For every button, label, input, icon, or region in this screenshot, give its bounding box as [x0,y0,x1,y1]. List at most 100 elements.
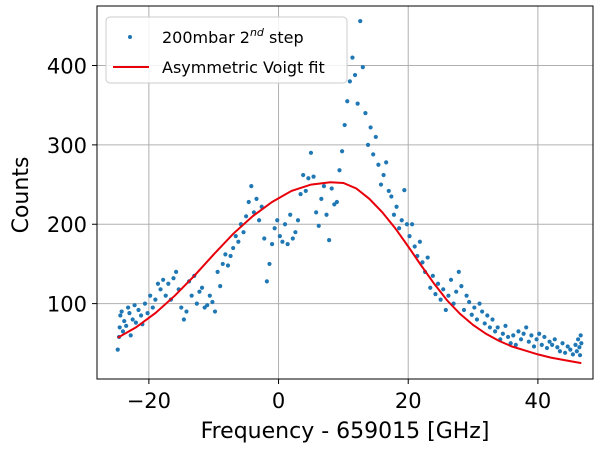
data-point [461,307,467,313]
data-point [521,331,526,336]
data-point [550,342,555,347]
data-point [495,325,500,330]
data-point [301,172,306,178]
data-point [355,101,360,106]
data-point [490,317,495,322]
data-point [303,188,308,194]
data-point [254,196,259,201]
data-point [246,199,251,205]
data-point [282,222,288,227]
data-point [275,218,280,223]
data-point [547,339,552,344]
data-point [127,311,132,316]
data-point [557,349,563,354]
data-point [155,281,161,286]
data-point [212,309,218,314]
data-point [477,301,482,306]
data-point [368,125,373,130]
data-point [314,210,319,215]
data-point [115,347,120,352]
data-point [487,325,493,330]
data-point [454,289,459,294]
data-point [171,276,176,281]
data-point [158,287,163,292]
data-point [516,329,521,334]
data-point [555,345,560,350]
data-point [337,168,342,173]
data-point [505,334,511,340]
data-point [319,196,324,201]
data-point [482,321,487,326]
x-tick-label: 0 [272,389,285,413]
data-point [293,230,298,235]
data-point [397,226,402,231]
data-point [122,318,127,324]
data-point [537,331,542,336]
data-point [480,309,485,314]
data-point [373,134,378,140]
legend-scatter-label: 200mbar 2nd step [162,26,304,47]
data-point [236,239,241,244]
data-point [404,222,410,227]
data-point [145,311,150,316]
data-point [394,204,399,209]
y-tick-label: 100 [47,293,87,317]
data-point [316,223,321,228]
data-point [531,344,537,349]
data-point [485,313,490,318]
data-point [568,347,573,352]
data-point [347,79,352,84]
legend-scatter-suffix: step [264,28,304,47]
data-point [174,269,179,274]
data-point [233,234,238,239]
x-tick-label: −20 [127,389,171,413]
data-point [244,214,249,219]
data-point [430,273,435,278]
data-point [269,241,275,247]
data-point [399,218,404,223]
data-point [389,194,394,199]
data-points [115,18,584,358]
data-point [264,279,269,284]
data-point [163,293,168,298]
data-point [386,188,391,194]
data-point [215,269,220,274]
data-point [153,297,158,302]
data-point [308,150,314,155]
fit-curve [117,181,582,365]
x-tick-label: 40 [525,389,552,413]
data-point [327,238,332,243]
data-point [166,281,171,286]
data-point [231,245,236,251]
data-point [441,287,446,292]
data-point [513,342,518,347]
legend-box [105,16,348,84]
data-point [407,234,412,239]
data-point [539,342,544,347]
data-point [492,329,498,334]
data-point [148,293,153,298]
data-point [438,297,443,302]
data-point [345,99,350,104]
data-point [565,344,570,349]
data-point [298,191,303,197]
data-point [577,353,583,358]
plot-frame [96,5,594,380]
data-point [220,261,225,267]
data-point [448,277,454,282]
data-point [352,72,358,78]
data-point [124,323,129,328]
data-point [410,222,415,227]
x-tick-label: 20 [395,389,422,413]
data-point [138,313,144,318]
data-point [329,186,334,191]
data-point [435,281,441,286]
data-point [511,333,516,338]
data-point [130,317,135,322]
data-point [378,182,384,187]
data-point [534,337,539,342]
data-point [573,342,578,347]
data-point [350,55,355,60]
data-point [560,341,565,346]
